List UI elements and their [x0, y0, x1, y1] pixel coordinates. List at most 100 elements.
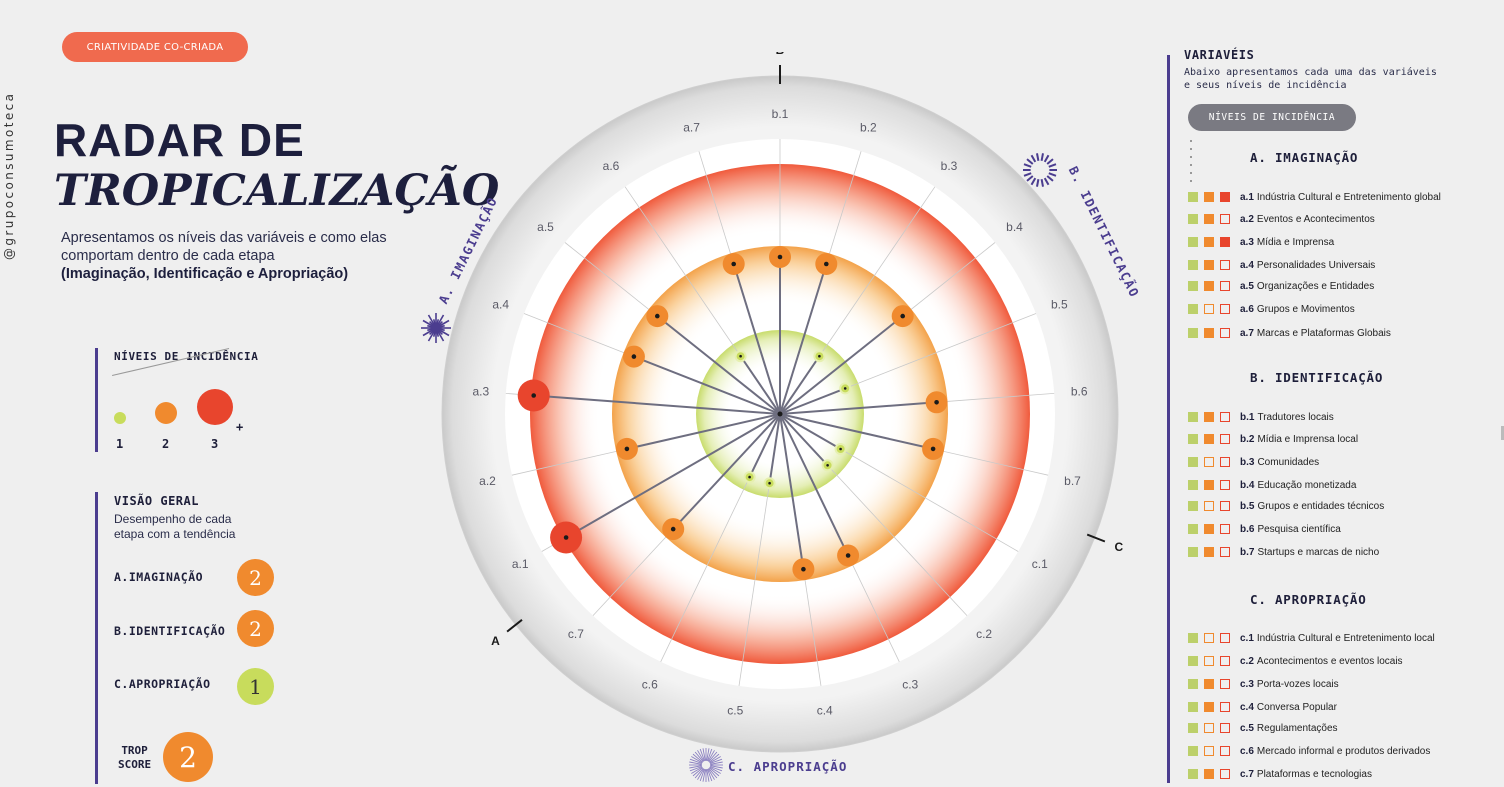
radar-label-c1: c.1 [1032, 557, 1048, 571]
spoke-c3 [779, 413, 850, 556]
level-square-3 [1220, 457, 1230, 467]
trop-score-label: TROP SCORE [118, 744, 151, 772]
level-square-3 [1220, 328, 1230, 338]
page-title-line2: TROPICALIZAÇÃO [54, 166, 500, 216]
level-3-label: 3 [211, 437, 219, 451]
point-center-a5 [655, 313, 660, 319]
variable-name: Organizações e Entidades [1256, 280, 1375, 292]
level-square-2 [1204, 281, 1214, 291]
spoke-b7 [779, 413, 934, 450]
trop-label-line2: SCORE [118, 758, 152, 771]
axis-b-label: B [776, 52, 785, 57]
variable-name: Mídia e Imprensa local [1257, 433, 1359, 445]
level-square-1 [1188, 328, 1198, 338]
variable-code: b.4 [1240, 479, 1255, 491]
radar-label-b3: b.3 [941, 159, 958, 173]
variables-section-title-imaginacao: A. IMAGINAÇÃO [1250, 150, 1359, 165]
level-square-1 [1188, 524, 1198, 534]
variable-row-b1: b.1 Tradutores locais [1188, 410, 1334, 424]
level-square-2 [1204, 656, 1214, 666]
level-square-2 [1204, 501, 1214, 511]
variable-name: Grupos e entidades técnicos [1257, 500, 1385, 512]
variable-name: Personalidades Universais [1256, 259, 1376, 271]
spoke-b3 [779, 355, 821, 415]
scrollbar[interactable] [1501, 426, 1504, 440]
level-square-2 [1204, 192, 1214, 202]
radar-label-c6: c.6 [642, 677, 658, 691]
stage-a-label: A.IMAGINAÇÃO [114, 570, 204, 584]
spoke-c4 [779, 413, 805, 570]
level-square-2 [1204, 304, 1214, 314]
level-square-3 [1220, 192, 1230, 202]
level-square-1 [1188, 434, 1198, 444]
variable-row-a3: a.3 Mídia e Imprensa [1188, 235, 1334, 249]
variable-row-c5: c.5 Regulamentações [1188, 721, 1338, 735]
level-square-3 [1220, 633, 1230, 643]
variable-row-a4: a.4 Personalidades Universais [1188, 258, 1375, 272]
variable-name: Grupos e Movimentos [1256, 303, 1355, 315]
variable-row-a1: a.1 Indústria Cultural e Entretenimento g… [1188, 190, 1441, 204]
radar-center [777, 411, 783, 417]
point-center-c3 [845, 553, 851, 558]
trop-label-line1: TROP [121, 744, 148, 757]
radar-label-c2: c.2 [976, 627, 992, 641]
variable-name: Indústria Cultural e Entretenimento loca… [1256, 632, 1435, 644]
identificacao-icon [1023, 153, 1057, 187]
level-3-dot [197, 389, 233, 425]
radar-points [517, 246, 948, 581]
point-center-a2 [624, 446, 630, 452]
point-center-b2 [824, 261, 829, 267]
variable-code: a.3 [1240, 236, 1254, 248]
point-center-c6 [748, 475, 751, 479]
overview-divider [95, 492, 98, 784]
level-2-label: 2 [162, 437, 170, 451]
level-square-3 [1220, 501, 1230, 511]
point-center-a6 [739, 354, 742, 358]
variable-code: a.5 [1240, 280, 1254, 292]
variable-code: c.3 [1240, 678, 1254, 690]
point-center-a7 [731, 261, 736, 267]
variable-code: b.7 [1240, 546, 1255, 558]
trop-score-value: 2 [163, 732, 213, 782]
variable-name: Porta-vozes locais [1256, 678, 1339, 690]
variable-row-b5: b.5 Grupos e entidades técnicos [1188, 499, 1384, 513]
variable-name: Plataformas e tecnologias [1256, 768, 1372, 780]
level-square-2 [1204, 434, 1214, 444]
spoke-c2 [779, 413, 829, 466]
level-square-1 [1188, 746, 1198, 756]
overview-description: Desempenho de cada etapa com a tendência [114, 512, 236, 541]
level-square-2 [1204, 457, 1214, 467]
level-square-1 [1188, 237, 1198, 247]
variable-row-a6: a.6 Grupos e Movimentos [1188, 302, 1355, 316]
level-square-3 [1220, 656, 1230, 666]
variable-row-b7: b.7 Startups e marcas de nicho [1188, 545, 1379, 559]
overview-title: VISÃO GERAL [114, 494, 199, 508]
social-handle: @grupoconsumoteca [2, 91, 16, 260]
level-square-1 [1188, 260, 1198, 270]
variable-code: b.5 [1240, 500, 1255, 512]
variable-code: b.3 [1240, 456, 1255, 468]
axis-a-label: A [491, 634, 500, 648]
variable-row-a5: a.5 Organizações e Entidades [1188, 279, 1374, 293]
variable-name: Indústria Cultural e Entretenimento glob… [1256, 191, 1441, 203]
stage-b-label: B.IDENTIFICAÇÃO [114, 624, 226, 638]
variable-name: Mídia e Imprensa [1256, 236, 1335, 248]
point-center-b1 [777, 254, 783, 260]
variable-row-a2: a.2 Eventos e Acontecimentos [1188, 212, 1375, 226]
variable-name: Marcas e Plataformas Globais [1256, 327, 1391, 339]
variable-code: a.7 [1240, 327, 1254, 339]
radar-label-a3: a.3 [472, 385, 489, 399]
level-square-3 [1220, 547, 1230, 557]
spoke-c6 [748, 413, 781, 478]
variables-title: VARIAVÉIS [1184, 48, 1255, 62]
imaginacao-icon [421, 313, 451, 343]
point-center-a1 [563, 535, 569, 540]
radar-label-b4: b.4 [1006, 220, 1023, 234]
variable-name: Comunidades [1257, 456, 1320, 468]
variables-divider [1167, 55, 1170, 783]
point-center-c5 [768, 481, 771, 485]
level-square-1 [1188, 723, 1198, 733]
variable-code: c.5 [1240, 722, 1254, 734]
level-square-3 [1220, 281, 1230, 291]
level-2-dot [155, 402, 177, 424]
